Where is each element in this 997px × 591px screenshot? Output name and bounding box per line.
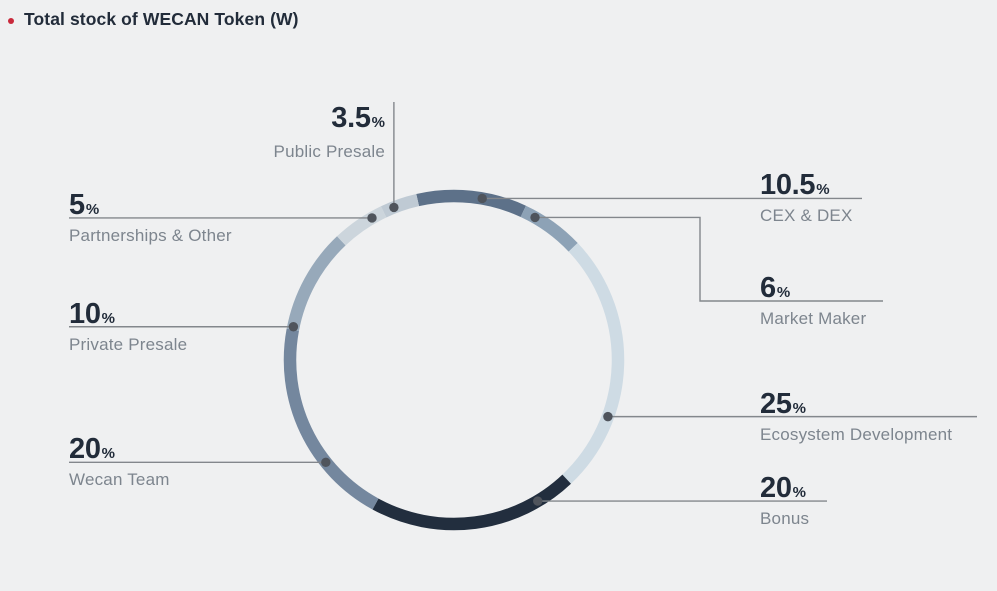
percent-sign: % [101, 445, 116, 463]
slice-label-bonus: 20% Bonus [760, 473, 809, 529]
pointer-dot-market-maker [530, 212, 540, 223]
slice-value: 20 [69, 433, 101, 466]
slice-value: 3.5 [331, 102, 371, 134]
slice-name: Partnerships & Other [69, 225, 232, 245]
percent-sign: % [85, 200, 100, 218]
slice-name: Public Presale [273, 142, 385, 161]
slice-name: Ecosystem Development [760, 424, 953, 444]
donut-segment-private-presale [286, 236, 346, 332]
slice-name: Market Maker [760, 309, 867, 328]
pointer-dot-ecosystem [603, 411, 613, 422]
page-title: Total stock of WECAN Token (W) [24, 9, 299, 29]
slice-value: 10 [69, 297, 101, 330]
percent-sign: % [816, 181, 830, 199]
percent-sign: % [792, 484, 807, 502]
red-bullet-icon [8, 17, 14, 24]
donut-segment-bonus [372, 474, 571, 531]
donut-segment-wecan-team [283, 328, 379, 510]
pointer-dot-partnerships [367, 213, 377, 223]
slice-name: CEX & DEX [760, 206, 853, 226]
slice-label-cex-dex: 10.5% CEX & DEX [760, 170, 853, 226]
chart-title-row: Total stock of WECAN Token (W) [8, 9, 299, 30]
slice-name: Wecan Team [69, 470, 170, 490]
slice-label-private-presale: 10% Private Presale [69, 299, 187, 355]
percent-sign: % [101, 309, 116, 327]
donut-segment-public-presale [380, 193, 420, 218]
pointer-dot-public-presale [389, 202, 399, 213]
slice-value: 20 [760, 472, 792, 505]
slice-label-public-presale: 3.5% Public Presale [185, 103, 385, 164]
slice-value: 5 [69, 188, 85, 221]
pointer-dot-wecan-team [321, 457, 331, 468]
slice-label-market-maker: 6% Market Maker [760, 273, 866, 329]
leader-line-market-maker [535, 216, 883, 302]
pointer-dot-cex-dex [477, 193, 487, 204]
slice-label-wecan-team: 20% Wecan Team [69, 434, 170, 490]
donut-segment-ecosystem [562, 243, 625, 484]
slice-label-ecosystem: 25% Ecosystem Development [760, 389, 952, 445]
slice-value: 10.5 [760, 169, 816, 202]
pointer-dot-bonus [533, 496, 543, 506]
slice-value: 25 [760, 387, 792, 420]
donut-segment-partnerships [337, 206, 387, 246]
percent-sign: % [371, 114, 385, 131]
slice-name: Bonus [760, 509, 810, 529]
pointer-dot-private-presale [288, 322, 299, 332]
slice-name: Private Presale [69, 334, 188, 354]
slice-value: 6 [760, 272, 776, 304]
percent-sign: % [792, 399, 807, 417]
donut-segment-market-maker [520, 205, 578, 252]
donut-segment-cex-dex [416, 189, 526, 218]
percent-sign: % [776, 284, 791, 301]
slice-label-partnerships: 5% Partnerships & Other [69, 190, 232, 246]
